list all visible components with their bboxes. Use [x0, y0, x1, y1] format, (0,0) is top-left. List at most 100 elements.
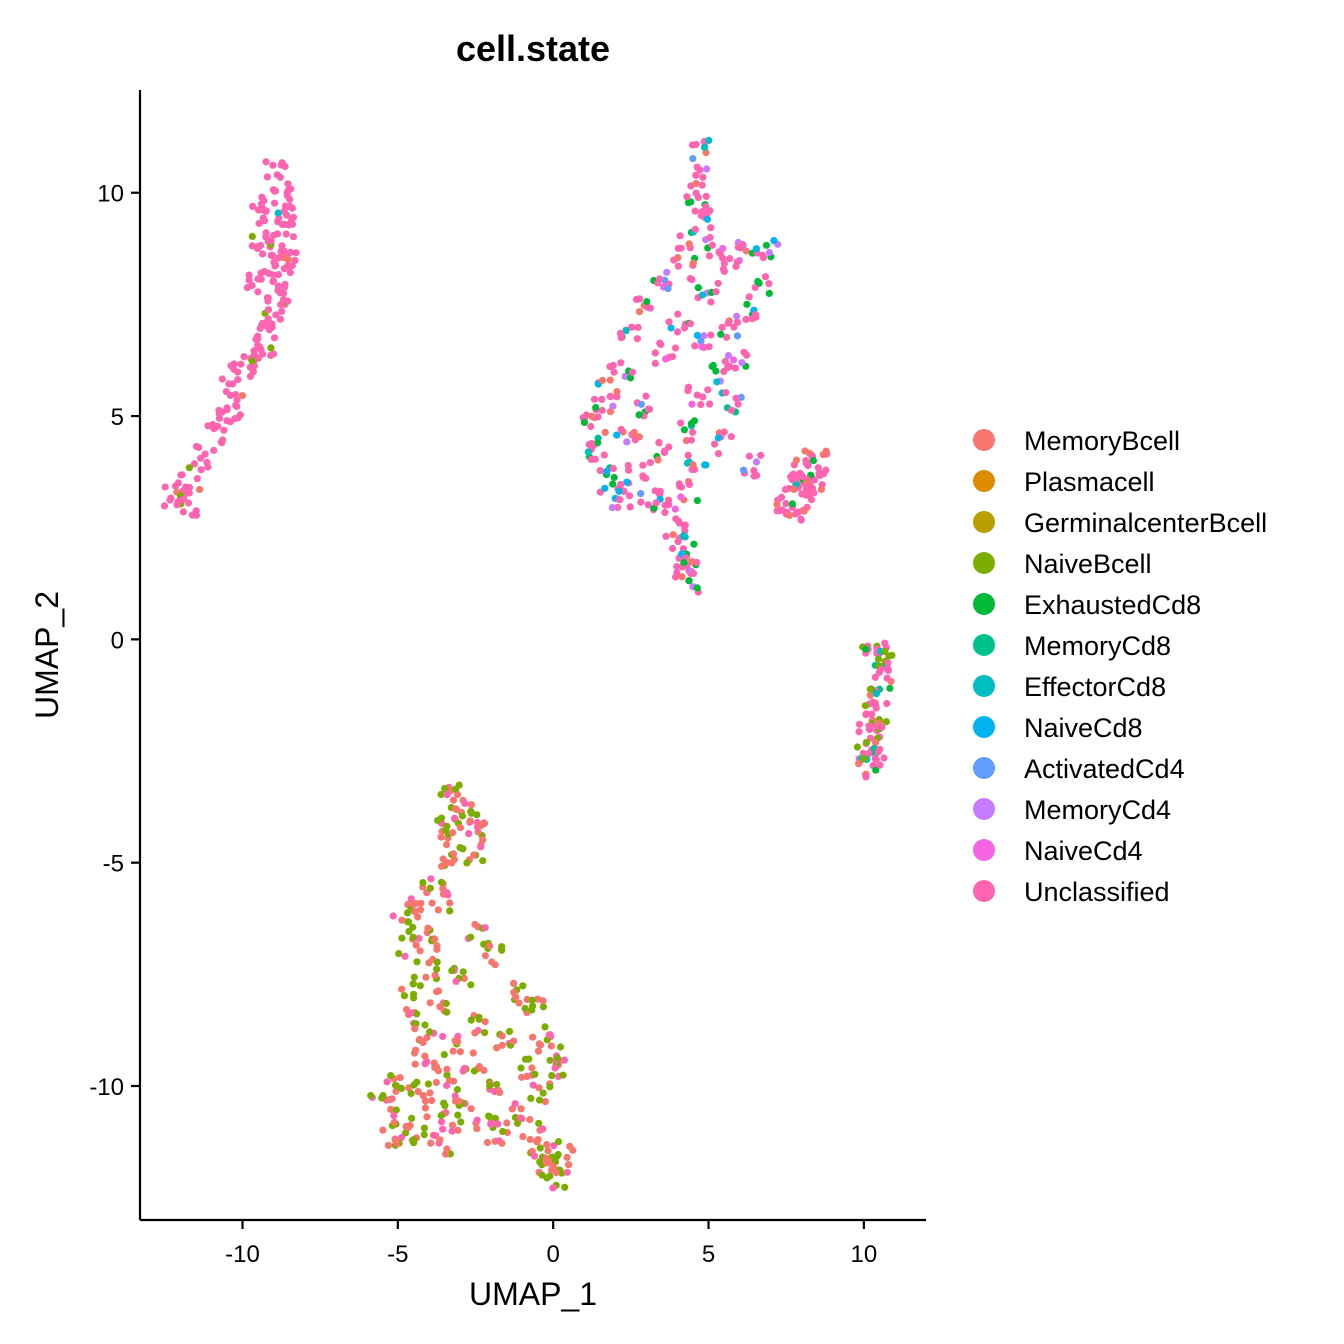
- data-point: [392, 1106, 400, 1114]
- data-point: [432, 1078, 440, 1087]
- data-point: [636, 295, 644, 303]
- data-point: [689, 428, 697, 436]
- data-point: [698, 208, 706, 216]
- data-point: [446, 907, 454, 915]
- data-point: [698, 181, 706, 189]
- data-point: [617, 359, 625, 367]
- data-point: [698, 343, 706, 351]
- data-point: [803, 478, 811, 486]
- data-point: [396, 1074, 404, 1082]
- data-point: [855, 760, 863, 768]
- data-point: [528, 1064, 536, 1072]
- y-tick-label: 0: [111, 627, 124, 654]
- data-point: [289, 233, 297, 241]
- data-point: [603, 467, 611, 475]
- data-point: [584, 448, 592, 456]
- data-point: [259, 250, 267, 258]
- data-point: [565, 1161, 573, 1169]
- data-point: [762, 241, 771, 249]
- data-point: [193, 475, 201, 483]
- data-point: [860, 755, 868, 763]
- data-point: [398, 916, 406, 924]
- data-point: [210, 446, 218, 454]
- data-point: [667, 324, 675, 332]
- data-point: [526, 1116, 534, 1124]
- data-point: [167, 494, 175, 502]
- data-point: [397, 1133, 406, 1142]
- data-point: [674, 538, 682, 546]
- data-point: [637, 498, 645, 506]
- data-point: [409, 933, 417, 941]
- data-point: [601, 428, 609, 436]
- data-point: [662, 355, 670, 363]
- data-point: [872, 704, 880, 712]
- data-point: [745, 452, 754, 460]
- data-point: [413, 958, 421, 966]
- data-point: [282, 230, 290, 238]
- data-point: [676, 232, 684, 240]
- data-point: [448, 967, 456, 975]
- data-point: [475, 1013, 483, 1021]
- data-points: [160, 136, 896, 1192]
- data-point: [493, 1080, 501, 1089]
- data-point: [427, 1139, 435, 1147]
- data-point: [498, 943, 506, 951]
- data-point: [677, 483, 686, 491]
- data-point: [416, 1035, 424, 1043]
- data-point: [160, 502, 169, 510]
- data-point: [543, 1141, 551, 1149]
- data-point: [460, 1064, 468, 1072]
- data-point: [421, 1060, 429, 1068]
- x-tick-label: 5: [702, 1241, 715, 1268]
- data-point: [518, 1073, 526, 1081]
- data-point: [179, 495, 187, 503]
- data-point: [286, 195, 294, 204]
- data-point: [467, 981, 475, 989]
- data-point: [588, 412, 596, 420]
- data-point: [248, 357, 256, 365]
- data-point: [802, 457, 810, 465]
- data-point: [387, 1105, 395, 1113]
- x-tick-label: -5: [387, 1241, 408, 1268]
- data-point: [724, 351, 733, 360]
- data-point: [792, 456, 801, 464]
- legend-key: [973, 511, 995, 533]
- legend-key: [973, 716, 995, 738]
- data-point: [523, 1072, 531, 1080]
- data-point: [245, 271, 253, 279]
- data-point: [191, 510, 199, 518]
- legend-label: Unclassified: [1024, 877, 1170, 907]
- data-point: [655, 438, 663, 446]
- data-point: [877, 665, 885, 674]
- data-point: [672, 573, 680, 581]
- data-point: [411, 1049, 419, 1057]
- data-point: [689, 461, 697, 469]
- data-point: [668, 353, 677, 361]
- data-point: [481, 924, 489, 932]
- data-point: [436, 1136, 444, 1144]
- data-point: [694, 193, 702, 202]
- data-point: [872, 766, 880, 774]
- data-point: [443, 889, 451, 897]
- data-point: [677, 419, 685, 427]
- data-point: [407, 1089, 415, 1098]
- data-point: [262, 229, 270, 237]
- data-point: [454, 1037, 462, 1046]
- data-point: [646, 459, 655, 467]
- data-point: [550, 1142, 558, 1150]
- data-point: [714, 279, 722, 287]
- data-point: [615, 495, 623, 504]
- y-axis-title: UMAP_2: [29, 591, 65, 719]
- data-point: [185, 464, 193, 472]
- data-point: [270, 350, 278, 358]
- data-point: [865, 725, 874, 734]
- data-point: [878, 723, 886, 731]
- data-point: [722, 389, 730, 397]
- data-point: [661, 501, 669, 509]
- data-point: [553, 1054, 562, 1062]
- data-point: [689, 141, 697, 149]
- data-point: [274, 282, 282, 290]
- y-tick-label: -10: [89, 1074, 124, 1101]
- data-point: [272, 261, 280, 269]
- data-point: [404, 1124, 412, 1132]
